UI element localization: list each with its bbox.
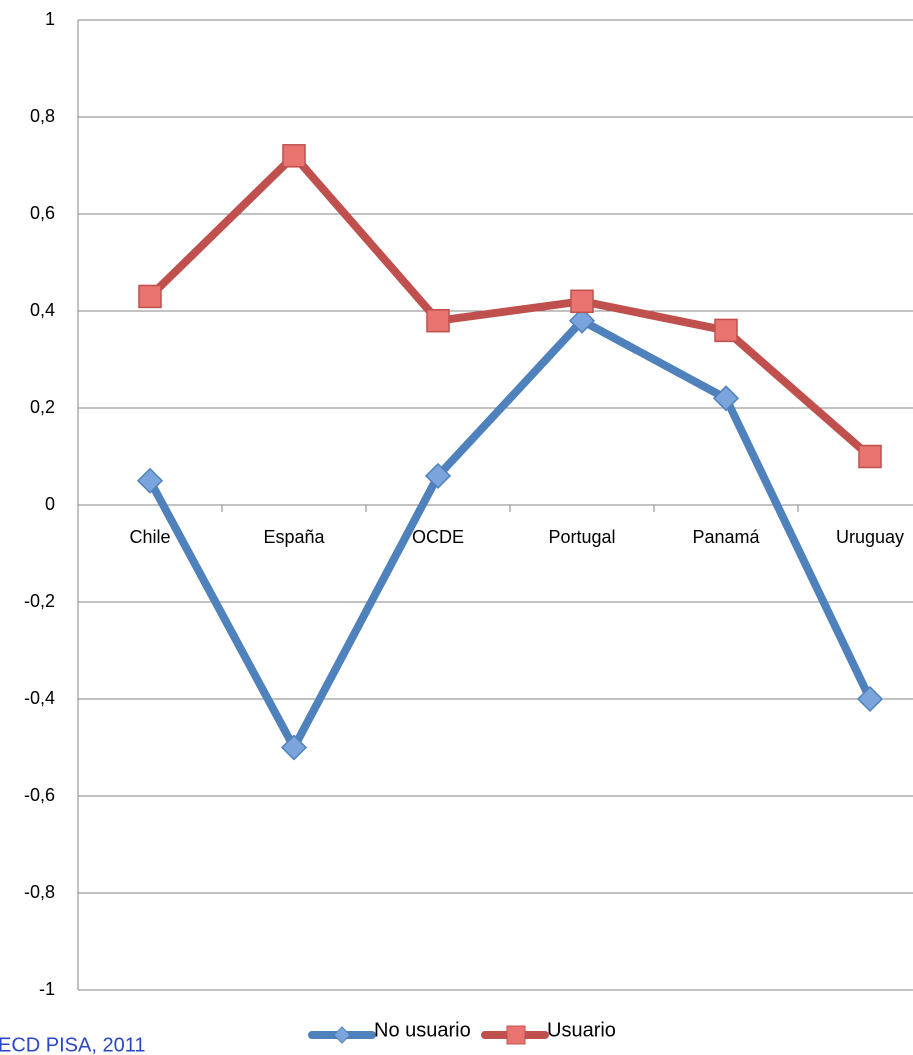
marker: [858, 444, 882, 469]
legend-label: No usuario: [374, 1019, 471, 1041]
x-tick-label: España: [263, 527, 325, 547]
y-tick-label: -0,8: [24, 882, 55, 902]
y-tick-label: -0,4: [24, 688, 55, 708]
series-line: [146, 316, 874, 752]
marker: [714, 318, 738, 343]
x-tick-label: Panamá: [692, 527, 760, 547]
marker: [424, 462, 452, 489]
marker: [568, 307, 596, 334]
y-tick-label: 0: [45, 494, 55, 514]
y-tick-label: 0,4: [30, 300, 55, 320]
marker: [280, 734, 308, 761]
marker: [426, 308, 450, 333]
y-tick-label: 0,8: [30, 106, 55, 126]
x-tick-label: Uruguay: [836, 527, 904, 547]
legend-marker: [506, 1025, 526, 1045]
legend-marker: [333, 1026, 351, 1044]
y-tick-label: 0,2: [30, 397, 55, 417]
legend-label: Usuario: [547, 1019, 616, 1041]
y-tick-label: 0,6: [30, 203, 55, 223]
marker: [570, 289, 594, 314]
source-note: ECD PISA, 2011: [0, 1034, 145, 1055]
marker: [856, 685, 884, 713]
y-tick-label: -0,2: [24, 591, 55, 611]
series-line: [147, 151, 873, 460]
y-tick-label: -1: [39, 979, 55, 999]
marker: [282, 144, 306, 168]
marker: [138, 284, 162, 309]
x-tick-label: Chile: [129, 527, 170, 547]
x-tick-label: OCDE: [412, 527, 464, 547]
marker: [136, 467, 164, 494]
y-tick-label: 1: [45, 9, 55, 29]
y-tick-label: -0,6: [24, 785, 55, 805]
x-tick-label: Portugal: [548, 527, 615, 547]
marker: [712, 385, 740, 412]
